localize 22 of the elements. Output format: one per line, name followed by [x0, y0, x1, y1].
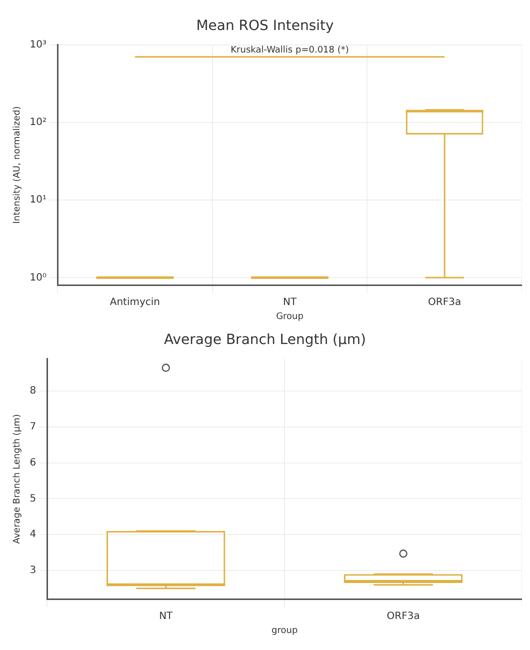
y-axis-title: Intensity (AU, normalized) — [12, 106, 23, 224]
y-tick-label: 10¹ — [30, 194, 47, 206]
y-axis-title: Average Branch Length (µm) — [12, 414, 23, 544]
x-tick-label: ORF3a — [428, 296, 462, 308]
y-tick-label: 10³ — [30, 39, 47, 50]
y-tick-label: 7 — [30, 422, 36, 433]
x-axis-title: group — [272, 626, 298, 636]
x-tick-label: NT — [282, 296, 298, 308]
y-tick-label: 6 — [30, 457, 36, 468]
chart-title: Average Branch Length (µm) — [164, 332, 366, 348]
y-tick-label: 3 — [30, 565, 36, 576]
x-tick-label: Antimycin — [110, 296, 160, 308]
chart-title: Mean ROS Intensity — [196, 18, 334, 34]
x-axis-title: Group — [276, 312, 304, 322]
x-tick-label: NT — [159, 610, 174, 622]
y-tick-label: 4 — [30, 529, 36, 540]
x-tick-label: ORF3a — [386, 610, 420, 622]
y-tick-label: 5 — [30, 493, 36, 504]
annotation: Kruskal-Wallis p=0.018 (*) — [230, 46, 349, 56]
y-tick-label: 10² — [30, 117, 47, 128]
y-tick-label: 8 — [30, 386, 36, 397]
y-tick-label: 10⁰ — [30, 272, 47, 284]
